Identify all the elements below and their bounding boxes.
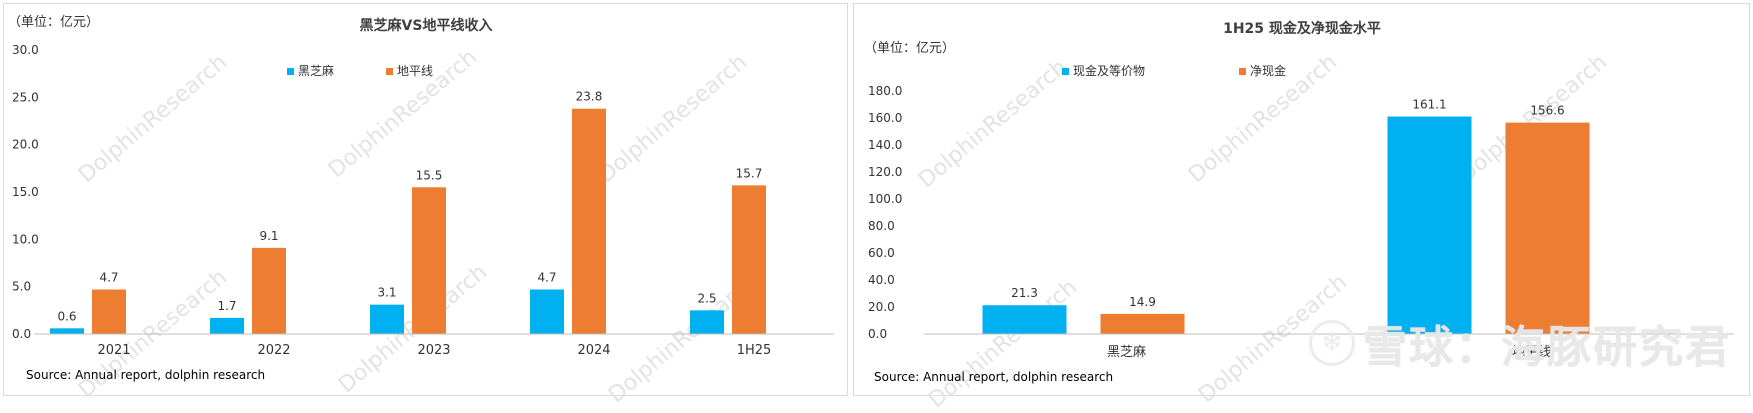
y-tick-label: 100.0 [868, 192, 902, 206]
bar-series-2 [572, 108, 606, 335]
bar-series-2 [1100, 313, 1185, 334]
cash-chart: 1H25 现金及净现金水平 （单位：亿元） Source: Annual rep… [864, 20, 1734, 384]
bar-series-1 [690, 310, 724, 334]
data-label: 9.1 [259, 229, 278, 243]
y-tick-label: 160.0 [868, 111, 902, 125]
y-tick-label: 5.0 [12, 280, 31, 294]
y-tick-label: 15.0 [12, 185, 39, 199]
legend-label: 地平线 [397, 64, 433, 78]
x-tick-label: 2023 [417, 343, 450, 358]
legend: 现金及等价物 净现金 [1062, 63, 1286, 78]
data-label: 15.5 [416, 168, 443, 182]
y-tick-label: 180.0 [868, 84, 902, 98]
chart-unit-label: （单位：亿元） [8, 15, 99, 30]
y-axis: 0.0 20.0 40.0 60.0 80.0 100.0 120.0 140.0 160.0 1… [868, 84, 902, 341]
data-label: 0.6 [57, 309, 76, 323]
bar-series-2 [1505, 122, 1590, 334]
bar-series-1 [1387, 116, 1472, 334]
legend-label: 黑芝麻 [298, 63, 334, 78]
legend-swatch [1239, 68, 1246, 75]
x-tick-label: 2022 [257, 343, 290, 358]
data-label: 14.9 [1129, 295, 1156, 309]
data-label: 156.6 [1530, 104, 1564, 118]
y-axis: 0.0 5.0 10.0 15.0 20.0 25.0 30.0 [12, 43, 39, 341]
bar-series-2 [252, 247, 286, 334]
y-tick-label: 140.0 [868, 138, 902, 152]
y-tick-label: 25.0 [12, 90, 39, 104]
y-tick-label: 20.0 [12, 138, 39, 152]
legend-label: 净现金 [1250, 63, 1286, 78]
x-axis: 2021 2022 2023 2024 1H25 [34, 333, 834, 358]
chart-source: Source: Annual report, dolphin research [26, 368, 265, 382]
x-tick-label: 2021 [97, 343, 130, 358]
data-label: 2.5 [697, 291, 716, 305]
data-label: 4.7 [99, 271, 118, 285]
y-tick-label: 0.0 [12, 327, 31, 341]
cash-chart-panel: DolphinResearch DolphinResearch DolphinRes… [853, 3, 1750, 413]
bar-series-1 [982, 305, 1067, 334]
bars: 21.3 14.9 161.1 156.6 [982, 98, 1590, 334]
y-tick-label: 120.0 [868, 165, 902, 179]
y-tick-label: 60.0 [868, 246, 895, 260]
data-label: 161.1 [1412, 98, 1446, 112]
x-tick-label: 黑芝麻 [1107, 344, 1146, 360]
data-label: 23.8 [576, 90, 603, 104]
y-tick-label: 40.0 [868, 273, 895, 287]
bar-series-1 [210, 317, 244, 334]
brand-watermark: ❄ 雪球：海豚研究君 [1309, 311, 1731, 375]
legend: 黑芝麻 地平线 [287, 63, 433, 78]
bar-series-1 [530, 289, 564, 334]
data-label: 4.7 [537, 271, 556, 285]
chart-title: 黑芝麻VS地平线收入 [360, 17, 493, 34]
y-tick-label: 80.0 [868, 219, 895, 233]
bar-series-1 [370, 304, 404, 334]
y-tick-label: 20.0 [868, 300, 895, 314]
brand-text: 雪球：海豚研究君 [1363, 322, 1731, 373]
data-label: 3.1 [377, 286, 396, 300]
x-tick-label: 1H25 [737, 343, 772, 358]
bar-series-2 [412, 187, 446, 334]
bar-series-2 [732, 185, 766, 334]
legend-swatch [1062, 68, 1069, 75]
chart-source: Source: Annual report, dolphin research [874, 370, 1113, 384]
chart-title: 1H25 现金及净现金水平 [1223, 20, 1381, 37]
legend-label: 现金及等价物 [1073, 63, 1145, 78]
x-tick-label: 地平线 [1512, 345, 1551, 360]
y-tick-label: 30.0 [12, 43, 39, 57]
bar-series-1 [50, 328, 84, 334]
data-label: 1.7 [217, 299, 236, 313]
data-label: 21.3 [1011, 286, 1038, 300]
snowball-logo-icon: ❄ [1309, 320, 1355, 366]
revenue-chart-panel: DolphinResearch DolphinResearch DolphinRes… [3, 3, 848, 408]
data-label: 15.7 [736, 166, 763, 180]
legend-swatch [287, 68, 294, 75]
bar-series-2 [92, 289, 126, 334]
bars: 0.6 4.7 1.7 9.1 3.1 15.5 4.7 23.8 2.5 15.7 [50, 90, 766, 335]
y-tick-label: 10.0 [12, 232, 39, 246]
chart-unit-label: （单位：亿元） [864, 41, 955, 56]
legend-swatch [386, 68, 393, 75]
x-tick-label: 2024 [577, 343, 610, 358]
revenue-chart: （单位：亿元） 黑芝麻VS地平线收入 Source: Annual report… [8, 15, 834, 382]
y-tick-label: 0.0 [868, 327, 887, 341]
